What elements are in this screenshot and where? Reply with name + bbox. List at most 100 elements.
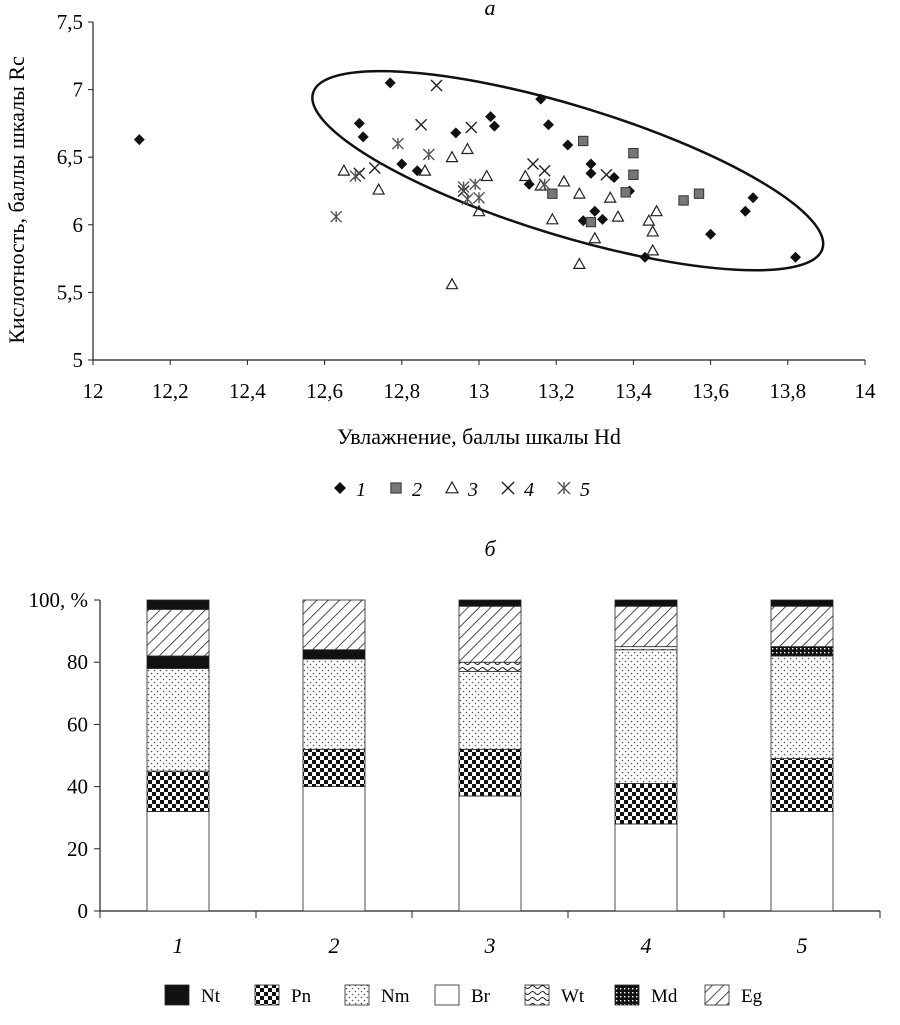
data-point [368, 162, 381, 175]
bar-2 [302, 599, 366, 912]
data-point [611, 209, 625, 222]
y-tick-label: 7,5 [57, 10, 83, 34]
data-point [585, 158, 597, 170]
bar-segment [770, 646, 834, 657]
data-point [585, 167, 597, 179]
y-tick-label: 5 [73, 348, 84, 372]
data-point [628, 147, 639, 159]
square-marker [693, 188, 705, 199]
diamond-marker [488, 120, 500, 132]
legend-label: 4 [524, 479, 534, 501]
data-point [527, 157, 540, 170]
data-point [538, 178, 551, 191]
y-tick-label: 7 [73, 78, 84, 102]
cross-marker [600, 168, 613, 181]
asterisk-marker [422, 148, 435, 161]
x-tick-label: 13,8 [769, 379, 806, 403]
square-marker [578, 135, 589, 147]
legend-label: Eg [741, 986, 763, 1007]
data-point [545, 212, 559, 225]
x-tick-label: 12 [83, 379, 104, 403]
asterisk-marker [557, 481, 571, 495]
scatter-panel: а55,566,577,512 12,2 12,4 12,6 12,8 13 13,2 13,… [4, 0, 876, 501]
data-point [396, 158, 408, 170]
square-marker [620, 187, 631, 198]
bar-3 [458, 599, 522, 912]
category-label: 3 [484, 933, 496, 958]
legend-label: Wt [561, 986, 585, 1007]
bar-segment [302, 786, 366, 912]
data-point [450, 127, 462, 139]
bar-segment [146, 608, 210, 657]
data-point [472, 204, 486, 217]
bar-segment [146, 655, 210, 669]
bar-segment [614, 646, 678, 651]
legend-swatch [254, 984, 280, 1006]
diamond-marker [608, 171, 620, 183]
data-point [133, 134, 145, 146]
data-point [603, 191, 617, 203]
data-point [430, 79, 443, 92]
asterisk-marker [473, 191, 485, 204]
legend-swatch [704, 984, 730, 1006]
data-point [349, 170, 362, 183]
bar-segment [770, 599, 834, 607]
legend-marker [501, 481, 515, 495]
square-marker [628, 147, 639, 159]
bar-segment [770, 605, 834, 648]
triangle-marker [480, 169, 494, 182]
asterisk-marker [349, 170, 362, 183]
legend-label: 3 [467, 479, 478, 501]
square-marker [547, 188, 558, 199]
bar-legend: Nt Pn Nm Br Wt Md Eg [164, 984, 763, 1007]
y-tick-label: 6 [73, 213, 84, 237]
data-point [597, 213, 609, 225]
panel-b-letter: б [484, 536, 496, 561]
x-tick-label: 12,4 [229, 379, 266, 403]
bar-segment [614, 823, 678, 912]
diamond-marker [585, 167, 597, 179]
triangle-marker [337, 163, 351, 176]
legend-swatch [614, 984, 640, 1006]
data-point [562, 139, 574, 151]
legend-label: 2 [412, 479, 422, 501]
y-tick-label: 40 [67, 775, 88, 799]
diamond-marker [542, 119, 554, 131]
data-point [693, 188, 705, 199]
triangle-marker [460, 142, 474, 155]
bar-segment [614, 649, 678, 784]
triangle-marker [611, 209, 625, 222]
bar-segment [458, 795, 522, 912]
bar-segment [302, 658, 366, 750]
diamond-marker [353, 117, 365, 129]
diamond-marker [639, 251, 651, 263]
x-tick-label: 13,2 [538, 379, 575, 403]
triangle-marker [418, 163, 432, 176]
square-marker [390, 482, 402, 494]
data-point [357, 131, 369, 143]
bar-segment [146, 599, 210, 610]
cross-marker [415, 118, 428, 131]
category-label: 2 [329, 933, 340, 958]
legend-label: Pn [291, 986, 312, 1007]
cross-marker [368, 162, 381, 175]
bar-segment [770, 811, 834, 912]
data-point [705, 228, 717, 240]
diamond-marker [334, 482, 346, 494]
asterisk-marker [461, 193, 474, 206]
triangle-marker [642, 214, 656, 226]
data-point [384, 77, 396, 89]
diamond-marker [705, 228, 717, 240]
diamond-marker [485, 111, 497, 123]
x-tick-label: 12,8 [383, 379, 420, 403]
x-axis-title: Увлажнение, баллы шкалы Hd [337, 424, 621, 449]
y-tick-label: 0 [78, 899, 89, 923]
asterisk-marker [330, 210, 343, 223]
data-point [585, 216, 597, 228]
data-point [557, 174, 571, 187]
bar-segment [302, 599, 366, 651]
category-label: 5 [797, 933, 808, 958]
bar-segment [146, 811, 210, 912]
x-tick-label: 13,6 [692, 379, 729, 403]
